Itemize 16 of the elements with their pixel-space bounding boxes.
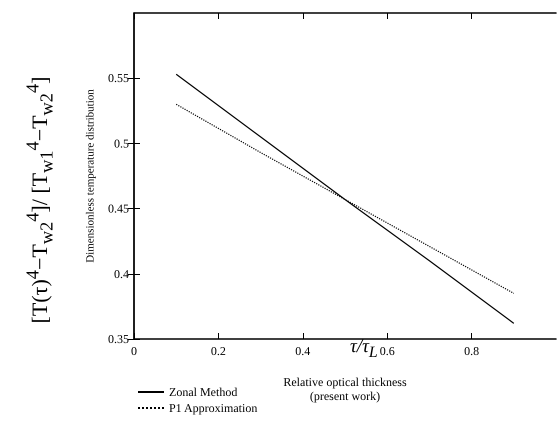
x-tick-label: 0.4 — [295, 344, 310, 358]
line-series — [176, 74, 514, 324]
y-tick-label: 0.55 — [108, 71, 129, 86]
x-axis-title: Relative optical thickness (present work) — [283, 375, 407, 403]
annotation: τ/τ$_{L}$ — [350, 336, 378, 362]
y-axis-title: Dimensionless temperature distribution — [84, 88, 96, 263]
y-tick-label: 0.35 — [108, 332, 129, 346]
x-tick-label: 0 — [131, 344, 137, 358]
x-tick-label: 0.6 — [380, 344, 395, 358]
x-tick-label: 0.8 — [464, 344, 480, 358]
y-tick-label: 0.4 — [114, 266, 129, 281]
x-tick-label: 0.2 — [210, 344, 226, 358]
legend-label: P1 Approximation — [169, 401, 258, 415]
y-tick-label: 0.5 — [114, 136, 129, 150]
y-tick-label: 0.45 — [108, 202, 129, 216]
legend-label: Zonal Method — [169, 385, 238, 399]
